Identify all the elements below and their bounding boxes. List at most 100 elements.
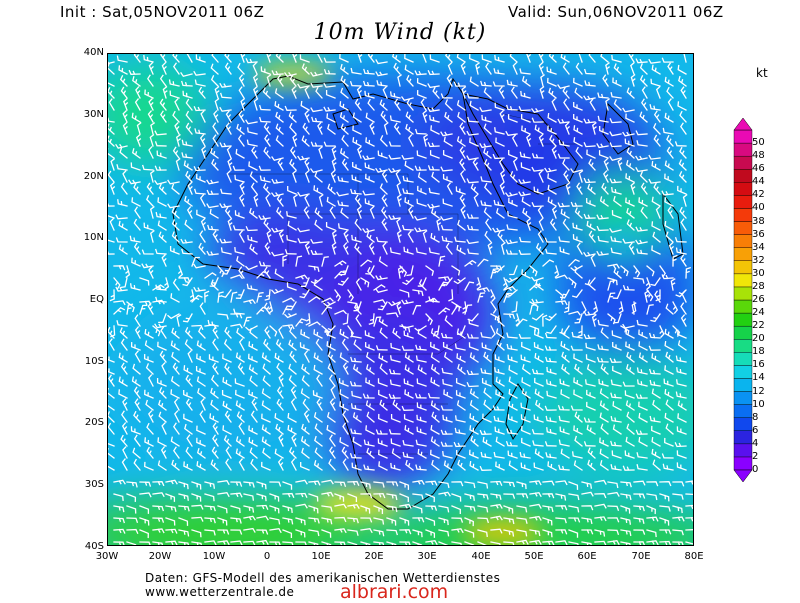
- wind-barb: [404, 352, 414, 363]
- wind-barb: [219, 82, 232, 88]
- wind-barb: [609, 118, 622, 124]
- wind-barb: [574, 87, 583, 99]
- wind-barb: [143, 54, 154, 63]
- wind-barb: [232, 165, 245, 171]
- wind-barb: [295, 479, 308, 485]
- wind-barb: [304, 110, 310, 123]
- colorbar-label: 8: [752, 411, 759, 423]
- wind-barb: [520, 462, 531, 471]
- website-credit[interactable]: www.wetterzentrale.de: [145, 585, 295, 599]
- wind-barb: [568, 258, 580, 267]
- wind-barb: [596, 356, 609, 363]
- wind-barb: [558, 464, 570, 471]
- wind-barb: [417, 328, 427, 339]
- wind-barb: [378, 353, 388, 363]
- wind-barb: [352, 161, 362, 171]
- wind-barb: [210, 387, 219, 399]
- wind-barb: [597, 92, 609, 99]
- wind-barb: [263, 146, 271, 159]
- wind-barb: [581, 491, 594, 497]
- wind-barb: [204, 493, 215, 502]
- wind-barb: [152, 505, 165, 512]
- wind-barb: [677, 64, 687, 75]
- wind-barb: [607, 292, 616, 303]
- wind-barb: [651, 425, 661, 435]
- wind-barb: [520, 114, 531, 123]
- wind-barb: [108, 356, 115, 363]
- wind-barb: [360, 527, 373, 534]
- wind-barb: [538, 133, 544, 147]
- wind-barb: [544, 405, 557, 411]
- wind-barb: [139, 505, 150, 514]
- wind-barb: [196, 340, 206, 351]
- wind-barb: [269, 481, 282, 487]
- wind-barb: [270, 192, 284, 198]
- wind-barb: [230, 540, 243, 545]
- wind-barb: [235, 352, 245, 363]
- wind-barb: [331, 157, 337, 171]
- wind-barb: [490, 541, 501, 545]
- wind-barb: [469, 400, 479, 411]
- wind-barb: [212, 422, 219, 435]
- wind-barb: [430, 328, 440, 339]
- wind-barb: [338, 378, 349, 387]
- wind-barb: [646, 304, 654, 315]
- wind-barb: [363, 464, 375, 471]
- wind-barb: [635, 130, 648, 136]
- wind-barb: [651, 353, 661, 363]
- wind-barb: [191, 324, 204, 331]
- wind-barb: [143, 222, 154, 231]
- wind-barb: [278, 229, 284, 243]
- wind-barb: [152, 325, 161, 337]
- wind-barb: [357, 145, 363, 159]
- wind-barb: [264, 289, 271, 301]
- wind-barb: [196, 447, 206, 459]
- wind-barb: [508, 365, 518, 375]
- wind-barb: [548, 87, 557, 99]
- wind-barb: [652, 459, 661, 471]
- wind-barb: [440, 429, 453, 435]
- wind-barb: [581, 529, 594, 535]
- wind-barb: [391, 448, 401, 459]
- wind-barb: [109, 289, 115, 302]
- wind-barb: [347, 289, 354, 302]
- wind-barb: [263, 266, 271, 279]
- wind-barb: [584, 80, 596, 87]
- wind-barb: [246, 127, 258, 135]
- wind-barb: [530, 107, 544, 114]
- wind-barb: [182, 313, 193, 323]
- wind-barb: [191, 529, 202, 538]
- wind-barb: [251, 146, 258, 159]
- wind-barb: [175, 157, 181, 171]
- wind-barb: [531, 313, 544, 321]
- wind-barb: [505, 104, 518, 111]
- wind-barb: [185, 398, 193, 411]
- wind-barb: [286, 234, 297, 243]
- wind-barb: [301, 423, 310, 435]
- wind-barb: [378, 449, 388, 459]
- wind-barb: [518, 236, 531, 243]
- wind-barb: [483, 399, 492, 411]
- wind-barb: [157, 460, 167, 471]
- wind-barb: [290, 386, 297, 399]
- wind-barb: [477, 292, 486, 303]
- wind-barb: [646, 529, 657, 538]
- wind-barb: [282, 529, 293, 538]
- wind-barb: [457, 459, 466, 471]
- wind-barb: [284, 249, 297, 255]
- wind-barb: [599, 412, 609, 423]
- wind-barb: [538, 217, 544, 231]
- wind-barb: [581, 505, 594, 511]
- wind-barb: [425, 517, 436, 526]
- wind-barb: [568, 277, 577, 289]
- wind-barb: [178, 481, 189, 490]
- wind-barb: [347, 493, 358, 502]
- wind-barb: [265, 194, 271, 207]
- wind-barb: [594, 540, 607, 545]
- wind-barb: [628, 54, 635, 63]
- wind-barb: [561, 351, 570, 363]
- wind-barb: [152, 284, 165, 291]
- wind-barb: [520, 354, 531, 363]
- wind-barb: [390, 414, 401, 423]
- wind-barb: [661, 453, 674, 459]
